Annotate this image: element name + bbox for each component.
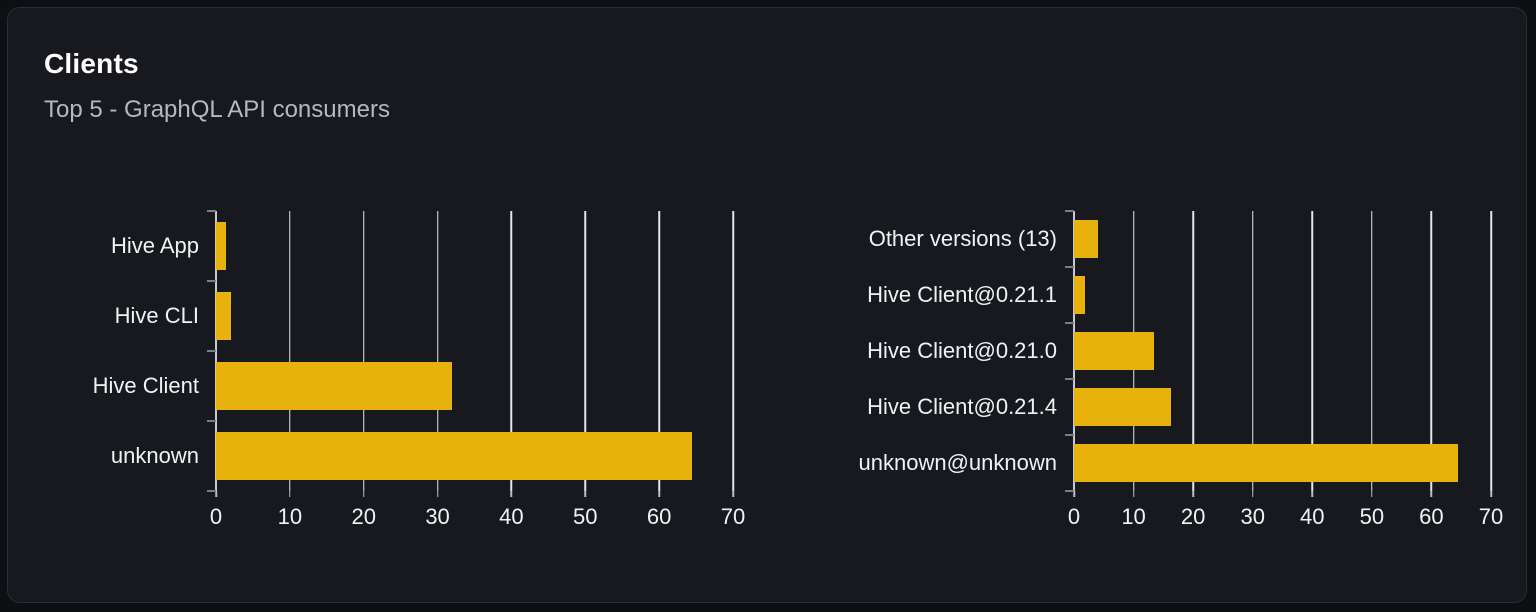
card-subtitle: Top 5 - GraphQL API consumers bbox=[44, 96, 390, 123]
x-axis-tick bbox=[1192, 491, 1194, 497]
x-tick-label: 20 bbox=[1180, 504, 1206, 529]
x-tick-label: 0 bbox=[209, 504, 223, 529]
gridline bbox=[362, 211, 365, 491]
x-axis-tick bbox=[510, 491, 513, 497]
gridline bbox=[732, 211, 734, 491]
y-axis-tick bbox=[207, 210, 216, 212]
x-axis-tick bbox=[584, 491, 587, 497]
bar-other-versions-13-[interactable] bbox=[1074, 219, 1098, 259]
x-axis-tick bbox=[362, 491, 365, 497]
gridline bbox=[1490, 211, 1492, 491]
y-axis-tick bbox=[1065, 434, 1074, 436]
x-tick-label: 50 bbox=[1359, 504, 1385, 529]
y-axis-line bbox=[215, 211, 217, 491]
x-tick-label: 70 bbox=[1478, 504, 1504, 529]
gridline bbox=[289, 211, 291, 491]
bar-hive-cli[interactable] bbox=[216, 292, 231, 340]
x-axis-tick bbox=[1430, 491, 1433, 497]
y-axis-tick bbox=[207, 280, 216, 282]
y-axis-tick bbox=[1065, 490, 1074, 492]
x-tick-label: 0 bbox=[1067, 504, 1081, 529]
y-axis-tick bbox=[1065, 322, 1074, 324]
category-label: Other versions (13) bbox=[868, 226, 1057, 251]
category-label: unknown@unknown bbox=[858, 450, 1057, 475]
x-tick-label: 40 bbox=[1300, 504, 1325, 529]
x-axis-tick bbox=[215, 491, 217, 497]
y-axis-tick bbox=[1065, 266, 1074, 268]
category-label: Hive CLI bbox=[114, 303, 199, 328]
x-tick-label: 60 bbox=[646, 504, 672, 529]
bar-unknown[interactable] bbox=[216, 432, 693, 480]
x-tick-label: 60 bbox=[1419, 504, 1444, 529]
bar-unknown-unknown[interactable] bbox=[1074, 443, 1459, 483]
clients-card: Clients Top 5 - GraphQL API consumers 0 1… bbox=[7, 7, 1527, 603]
gridline bbox=[1192, 211, 1194, 491]
x-axis-tick bbox=[658, 491, 660, 497]
x-axis-tick bbox=[436, 491, 439, 497]
x-axis-tick bbox=[732, 491, 734, 497]
gridline bbox=[510, 211, 513, 491]
gridline bbox=[658, 211, 660, 491]
x-tick-label: 10 bbox=[277, 504, 303, 529]
x-tick-label: 40 bbox=[499, 504, 524, 529]
bar-hive-client-0.21.0[interactable] bbox=[1074, 331, 1155, 371]
x-tick-label: 10 bbox=[1121, 504, 1146, 529]
x-tick-label: 50 bbox=[573, 504, 598, 529]
gridline bbox=[1430, 211, 1433, 491]
bar-hive-client-0.21.1[interactable] bbox=[1074, 275, 1085, 315]
client-versions-bar-chart: 0 10 20 30 40 50 60 70 Other versions (13) Hive C… bbox=[859, 210, 1503, 529]
bar-hive-client[interactable] bbox=[216, 362, 453, 410]
category-label: Hive Client bbox=[92, 373, 199, 398]
y-axis-tick bbox=[207, 350, 216, 352]
x-tick-label: 20 bbox=[351, 504, 376, 529]
y-axis-tick bbox=[207, 420, 216, 422]
x-tick-label: 70 bbox=[720, 504, 746, 529]
charts-row: 0 10 20 30 40 50 60 70 Hive App Hive CLI Hive Clie… bbox=[8, 210, 1526, 541]
y-axis-tick bbox=[207, 490, 216, 492]
bar-hive-app[interactable] bbox=[216, 222, 227, 270]
y-axis-tick bbox=[1065, 378, 1074, 380]
gridline bbox=[1311, 211, 1314, 491]
x-tick-label: 30 bbox=[425, 504, 450, 529]
clients-bar-chart: 0 10 20 30 40 50 60 70 Hive App Hive CLI Hive Clie… bbox=[93, 210, 745, 529]
category-label: Hive Client@0.21.1 bbox=[867, 282, 1057, 307]
gridline bbox=[1371, 211, 1373, 491]
gridline bbox=[436, 211, 439, 491]
x-axis-tick bbox=[1132, 491, 1135, 497]
category-label: Hive Client@0.21.4 bbox=[867, 394, 1057, 419]
y-axis-tick bbox=[1065, 210, 1074, 212]
x-axis-tick bbox=[1371, 491, 1373, 497]
gridline bbox=[584, 211, 587, 491]
category-label: Hive Client@0.21.0 bbox=[867, 338, 1057, 363]
x-axis-tick bbox=[289, 491, 291, 497]
x-tick-label: 30 bbox=[1240, 504, 1265, 529]
gridline bbox=[1251, 211, 1254, 491]
x-axis-tick bbox=[1490, 491, 1492, 497]
category-label: Hive App bbox=[110, 233, 199, 258]
card-title: Clients bbox=[44, 48, 139, 79]
x-axis-tick bbox=[1073, 491, 1075, 497]
x-axis-tick bbox=[1311, 491, 1314, 497]
x-axis-tick bbox=[1251, 491, 1254, 497]
bar-hive-client-0.21.4[interactable] bbox=[1074, 387, 1172, 427]
category-label: unknown bbox=[110, 443, 199, 468]
